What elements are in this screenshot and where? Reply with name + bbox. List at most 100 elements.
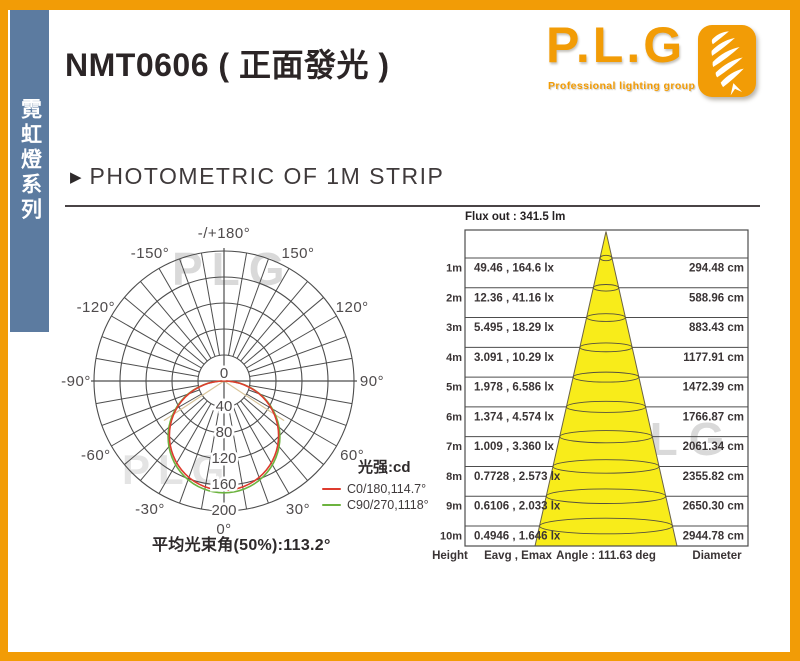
polar-spoke	[158, 268, 212, 359]
frame-left-bar	[0, 0, 8, 661]
legend-label-c0: C0/180,114.7°	[347, 482, 427, 496]
cone-spread-ellipse	[579, 342, 633, 353]
polar-scale-label: 0	[220, 365, 228, 382]
row-diameter-value: 294.48 cm	[689, 263, 744, 275]
polar-scale-label: 160	[211, 476, 236, 493]
polar-spoke	[101, 336, 200, 373]
polar-spoke	[228, 406, 248, 510]
row-height-label: 10m	[440, 531, 462, 543]
polar-spoke	[111, 393, 202, 447]
row-eavg-emax-value: 0.4946 , 1.646 lx	[474, 531, 561, 543]
light-cone	[534, 231, 678, 547]
cone-diagram: 1m 49.46 , 164.6 lx 294.48 cm 2m 12.36 , 41.…	[432, 229, 749, 562]
triangle-bullet-icon: ▶	[70, 168, 82, 186]
plg-flame-icon	[698, 25, 756, 97]
cone-spread-ellipse	[592, 284, 620, 292]
polar-spoke	[124, 397, 205, 465]
row-height-label: 7m	[446, 441, 462, 453]
c0-line-swatch	[322, 487, 341, 491]
row-eavg-emax-value: 3.091 , 10.29 lx	[474, 352, 555, 364]
row-height-label: 4m	[446, 352, 462, 364]
section-heading: ▶ PHOTOMETRIC OF 1M STRIP	[70, 163, 444, 190]
row-height-label: 8m	[446, 471, 462, 483]
row-diameter-value: 1472.39 cm	[683, 382, 744, 394]
row-diameter-value: 883.43 cm	[689, 322, 744, 334]
polar-angle-label: -60°	[81, 447, 111, 464]
footer-angle-label: Angle : 111.63 deg	[556, 550, 656, 562]
polar-spoke	[140, 400, 208, 481]
polar-spoke	[246, 393, 337, 447]
cone-spread-ellipse	[539, 517, 673, 535]
polar-angle-label: 150°	[281, 245, 314, 262]
polar-spoke	[200, 252, 220, 356]
row-height-label: 1m	[446, 263, 462, 275]
polar-spoke	[248, 336, 347, 373]
polar-scale-label: 40	[216, 398, 233, 415]
legend-label-c90: C90/270,1118°	[347, 498, 429, 512]
polar-spoke	[243, 297, 324, 365]
polar-angle-label: 30°	[286, 501, 310, 518]
cone-spread-ellipse	[552, 459, 660, 474]
footer-diameter-label: Diameter	[692, 550, 742, 562]
polar-spoke	[236, 268, 290, 359]
polar-angle-label: -150°	[131, 245, 170, 262]
page-title: NMT0606 ( 正面發光 )	[65, 47, 390, 83]
polar-spoke	[140, 281, 208, 362]
plg-logo-subtext: Professional lighting group	[548, 80, 696, 92]
row-height-label: 3m	[446, 322, 462, 334]
polar-spoke	[236, 403, 290, 494]
row-diameter-value: 2650.30 cm	[683, 501, 744, 513]
frame-bottom-bar	[0, 652, 800, 661]
flux-out-label: Flux out : 341.5 lm	[465, 211, 566, 223]
cone-spread-ellipse	[559, 430, 653, 444]
average-beam-angle-note: 平均光束角(50%):113.2°	[152, 537, 331, 554]
polar-angle-label: -30°	[135, 501, 165, 518]
polar-spoke	[179, 258, 216, 357]
polar-angle-label: -90°	[61, 373, 91, 390]
row-eavg-emax-value: 1.374 , 4.574 lx	[474, 411, 555, 423]
row-height-label: 2m	[446, 292, 462, 304]
polar-angle-label: 0°	[216, 521, 231, 538]
polar-spoke	[228, 252, 248, 356]
polar-scale-label: 200	[211, 502, 236, 519]
polar-scale-label: 80	[216, 424, 233, 441]
row-height-label: 6m	[446, 411, 462, 423]
section-divider	[65, 205, 760, 207]
polar-spoke	[95, 385, 199, 405]
row-eavg-emax-value: 12.36 , 41.16 lx	[474, 292, 555, 304]
cone-spread-ellipse	[599, 254, 613, 262]
polar-spoke	[240, 400, 308, 481]
series-sidebar-label: 霓虹燈系列	[18, 98, 42, 223]
row-eavg-emax-value: 49.46 , 164.6 lx	[474, 263, 555, 275]
polar-angle-label: 120°	[336, 299, 369, 316]
polar-spoke	[246, 315, 337, 369]
row-diameter-value: 2944.78 cm	[683, 531, 744, 543]
row-eavg-emax-value: 5.495 , 18.29 lx	[474, 322, 555, 334]
cone-spread-ellipse	[545, 488, 667, 504]
section-title: PHOTOMETRIC OF 1M STRIP	[89, 163, 445, 189]
polar-spoke	[200, 406, 220, 510]
polar-spoke	[249, 385, 353, 405]
polar-spoke	[95, 357, 199, 377]
frame-right-bar	[790, 0, 800, 661]
row-height-label: 5m	[446, 382, 462, 394]
cone-spread-ellipse	[572, 371, 640, 383]
row-diameter-value: 1766.87 cm	[683, 411, 744, 423]
frame-top-bar	[0, 0, 800, 10]
polar-spoke	[179, 405, 216, 504]
row-height-label: 9m	[446, 501, 462, 513]
polar-angle-label: 60°	[340, 447, 364, 464]
series-sidebar: 霓虹燈系列	[10, 10, 49, 332]
row-eavg-emax-value: 0.7728 , 2.573 lx	[474, 471, 561, 483]
polar-spoke	[101, 389, 200, 426]
row-eavg-emax-value: 0.6106 , 2.033 lx	[474, 501, 561, 513]
polar-spoke	[243, 397, 324, 465]
row-eavg-emax-value: 1.978 , 6.586 lx	[474, 382, 555, 394]
plg-logo: P.L.G Professional lighting group	[540, 17, 762, 102]
intensity-curve	[168, 380, 280, 491]
footer-height-label: Height	[432, 550, 468, 562]
polar-spoke	[111, 315, 202, 369]
legend-title: 光强:cd	[358, 459, 411, 476]
polar-spoke	[232, 258, 269, 357]
